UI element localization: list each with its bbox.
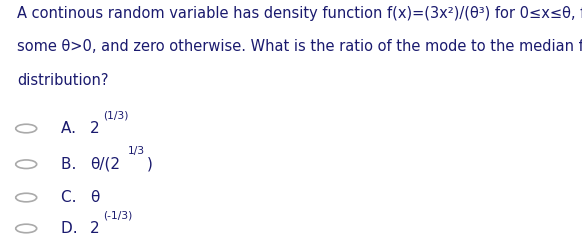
Text: (-1/3): (-1/3) [103, 210, 132, 220]
Text: B.: B. [61, 157, 81, 172]
Text: 1/3: 1/3 [128, 146, 145, 156]
Text: C.: C. [61, 190, 81, 205]
Text: distribution?: distribution? [17, 73, 109, 88]
Text: some θ>0, and zero otherwise. What is the ratio of the mode to the median for th: some θ>0, and zero otherwise. What is th… [17, 39, 582, 54]
Text: A continous random variable has density function f(x)=(3x²)/(θ³) for 0≤x≤θ, for: A continous random variable has density … [17, 6, 582, 21]
Text: 2: 2 [90, 221, 100, 236]
Text: θ: θ [90, 190, 100, 205]
Text: ): ) [147, 157, 153, 172]
Text: 2: 2 [90, 121, 100, 136]
Text: θ/(2: θ/(2 [90, 157, 120, 172]
Text: D.: D. [61, 221, 83, 236]
Text: (1/3): (1/3) [103, 110, 129, 120]
Text: A.: A. [61, 121, 81, 136]
